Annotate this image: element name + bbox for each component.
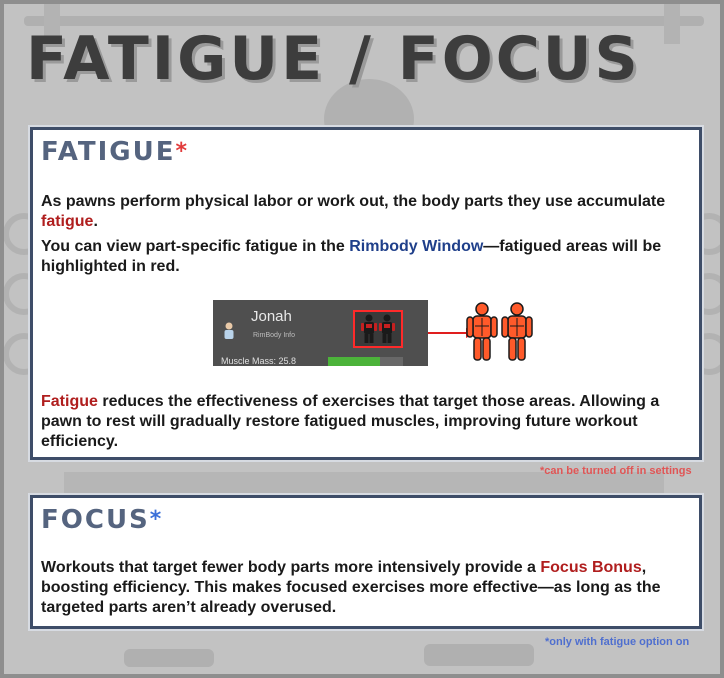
fatigue-p1-highlight: fatigue — [41, 213, 94, 230]
fatigue-p2-end: —fatigued areas will be highlighted in r… — [41, 238, 662, 275]
fatigue-panel: FATIGUE* As pawns perform physical labor… — [30, 127, 702, 460]
fatigue-paragraph-2: You can view part-specific fatigue in th… — [41, 237, 691, 277]
body-preview-box — [353, 310, 403, 348]
rimbody-info-label: RimBody Info — [253, 332, 296, 339]
page-title: FATIGUE / FOCUS — [26, 24, 641, 94]
focus-p1-end: , boosting efficiency. This makes focuse… — [41, 559, 661, 616]
small-body-figures-icon — [361, 314, 395, 343]
focus-paragraph: Workouts that target fewer body parts mo… — [41, 558, 691, 618]
fatigue-paragraph-1: As pawns perform physical labor or work … — [41, 192, 691, 232]
fatigue-p2-text: You can view part-specific fatigue in th… — [41, 238, 350, 255]
muscle-mass-bar-fill — [328, 357, 380, 366]
rimbody-window-link: Rimbody Window — [349, 238, 484, 255]
pawn-name: Jonah — [251, 308, 292, 325]
focus-asterisk: * — [149, 507, 164, 532]
fatigued-body-figures-icon — [466, 302, 533, 361]
fatigue-asterisk: * — [175, 139, 190, 164]
fatigue-heading-text: FATIGUE — [41, 137, 176, 167]
fatigue-p3-text: reduces the effectiveness of exercises t… — [41, 393, 660, 450]
fatigue-paragraph-3: Fatigue reduces the effectiveness of exe… — [41, 392, 691, 452]
focus-bonus-highlight: Focus Bonus — [540, 559, 642, 576]
fatigue-p1-text: As pawns perform physical labor or work … — [41, 193, 666, 210]
focus-p1-text: Workouts that target fewer body parts mo… — [41, 559, 541, 576]
pawn-avatar-icon — [224, 322, 234, 339]
focus-heading-text: FOCUS — [41, 505, 150, 535]
fatigue-heading: FATIGUE* — [41, 136, 189, 168]
focus-panel: FOCUS* Workouts that target fewer body p… — [30, 495, 702, 629]
fatigue-settings-note: *can be turned off in settings — [540, 465, 692, 477]
fatigue-p1-end: . — [93, 213, 98, 230]
rimbody-window-preview: Jonah RimBody Info Muscle Mass: 25.8 — [213, 300, 428, 366]
fatigue-p3-highlight: Fatigue — [41, 393, 98, 410]
muscle-mass-label: Muscle Mass: 25.8 — [221, 356, 297, 366]
focus-heading: FOCUS* — [41, 504, 163, 536]
focus-fatigue-note: *only with fatigue option on — [545, 636, 690, 648]
